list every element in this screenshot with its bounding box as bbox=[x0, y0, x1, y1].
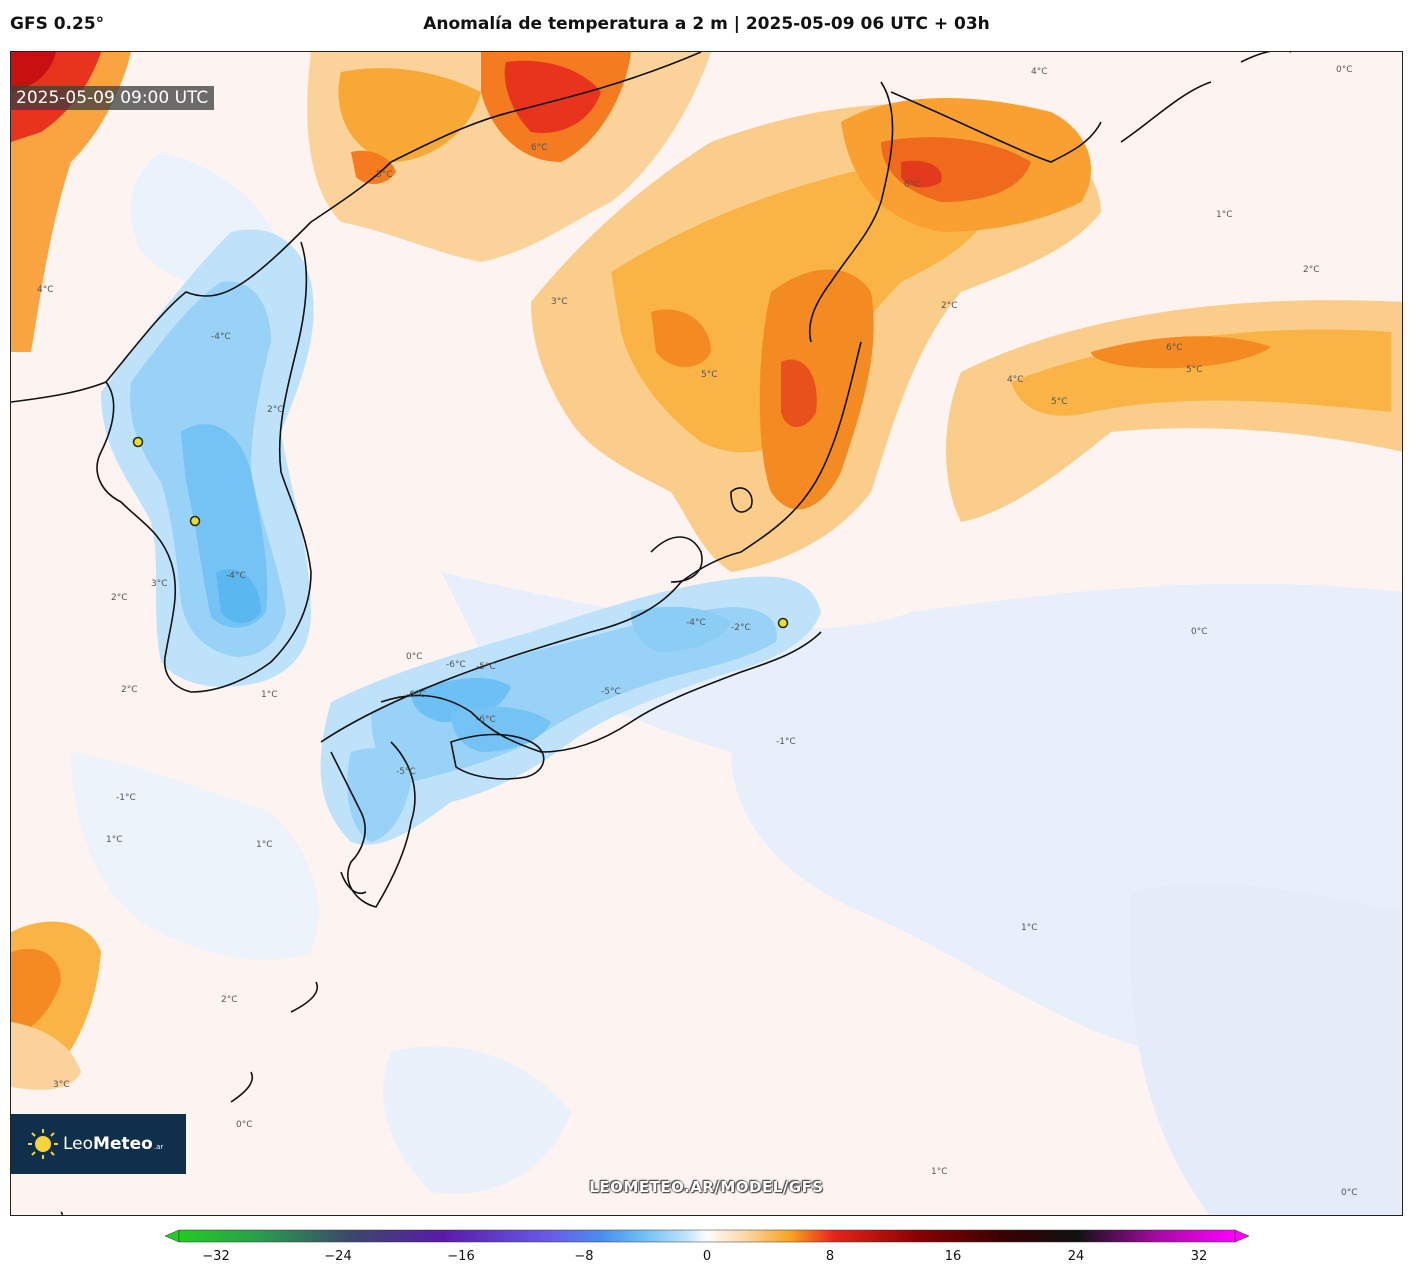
contour-label: -5°C bbox=[476, 662, 496, 672]
contour-label: 6°C bbox=[1166, 343, 1183, 353]
contour-label: 3°C bbox=[151, 579, 168, 589]
contour-label: -6°C bbox=[476, 715, 496, 725]
city-marker bbox=[132, 436, 144, 448]
contour-label: 2°C bbox=[121, 685, 138, 695]
anomaly-map: 6°C 6°C 6°C 5°C 5°C 5°C 5°C 4°C 4°C 4°C … bbox=[11, 52, 1402, 1215]
contour-label: 2°C bbox=[267, 405, 284, 415]
contour-label: 4°C bbox=[1031, 67, 1048, 77]
colorbar-tick: 16 bbox=[944, 1249, 962, 1264]
contour-label: 5°C bbox=[1186, 365, 1203, 375]
contour-label: 5°C bbox=[376, 170, 393, 180]
contour-label: -2°C bbox=[731, 623, 751, 633]
contour-label: -4°C bbox=[211, 332, 231, 342]
contour-label: -1°C bbox=[116, 793, 136, 803]
contour-label: 1°C bbox=[261, 690, 278, 700]
colorbar-tick: −16 bbox=[447, 1249, 475, 1264]
contour-label: 0°C bbox=[236, 1120, 253, 1130]
contour-label: 4°C bbox=[1007, 375, 1024, 385]
contour-label: 2°C bbox=[1303, 265, 1320, 275]
logo-suffix: .ar bbox=[153, 1143, 164, 1151]
model-label: GFS 0.25° bbox=[10, 14, 105, 34]
contour-label: 1°C bbox=[1021, 923, 1038, 933]
contour-label: 1°C bbox=[106, 835, 123, 845]
contour-label: 0°C bbox=[1191, 627, 1208, 637]
contour-label: 2°C bbox=[221, 995, 238, 1005]
colorbar-tick: 24 bbox=[1067, 1249, 1085, 1264]
site-watermark: LEOMETEO.AR/MODEL/GFS bbox=[589, 1178, 824, 1196]
contour-label: 3°C bbox=[551, 297, 568, 307]
leometeo-logo: LeoMeteo .ar bbox=[11, 1114, 186, 1174]
contour-label: 1°C bbox=[256, 840, 273, 850]
contour-label: 0°C bbox=[406, 652, 423, 662]
colorbar-tick: −24 bbox=[324, 1249, 352, 1264]
contour-label: 1°C bbox=[1216, 210, 1233, 220]
map-title: Anomalía de temperatura a 2 m | 2025-05-… bbox=[423, 14, 990, 34]
colorbar-tick: 0 bbox=[702, 1249, 712, 1264]
contour-label: 2°C bbox=[941, 301, 958, 311]
contour-label: 5°C bbox=[701, 370, 718, 380]
map-panel: 6°C 6°C 6°C 5°C 5°C 5°C 5°C 4°C 4°C 4°C … bbox=[10, 51, 1403, 1216]
contour-label: -1°C bbox=[776, 737, 796, 747]
contour-label: 0°C bbox=[1341, 1188, 1358, 1198]
valid-time-badge: 2025-05-09 09:00 UTC bbox=[10, 86, 215, 110]
colorbar-tick: 8 bbox=[825, 1249, 835, 1264]
city-marker bbox=[189, 515, 201, 527]
contour-label: 4°C bbox=[37, 285, 54, 295]
contour-label: 0°C bbox=[1336, 65, 1353, 75]
contour-label: 6°C bbox=[904, 180, 921, 190]
colorbar-tick: 32 bbox=[1190, 1249, 1208, 1264]
contour-label: -5°C bbox=[396, 767, 416, 777]
contour-label: -6°C bbox=[406, 690, 426, 700]
colorbar-tick: −32 bbox=[202, 1249, 230, 1264]
contour-label: -5°C bbox=[601, 687, 621, 697]
logo-wordmark: LeoMeteo bbox=[63, 1134, 153, 1154]
city-marker bbox=[777, 617, 789, 629]
contour-label: 6°C bbox=[531, 143, 548, 153]
contour-label: 2°C bbox=[111, 593, 128, 603]
anomaly-region-cool-ocean bbox=[441, 572, 1402, 1215]
contour-label: 5°C bbox=[1051, 397, 1068, 407]
contour-label: -4°C bbox=[686, 618, 706, 628]
contour-label: -6°C bbox=[446, 660, 466, 670]
contour-label: -4°C bbox=[226, 571, 246, 581]
contour-label: 1°C bbox=[931, 1167, 948, 1177]
contour-label: 3°C bbox=[53, 1080, 70, 1090]
colorbar-tick: −8 bbox=[574, 1249, 594, 1264]
coastlines bbox=[11, 52, 1291, 1215]
sun-icon bbox=[27, 1128, 59, 1160]
colorbar bbox=[164, 1228, 1250, 1247]
